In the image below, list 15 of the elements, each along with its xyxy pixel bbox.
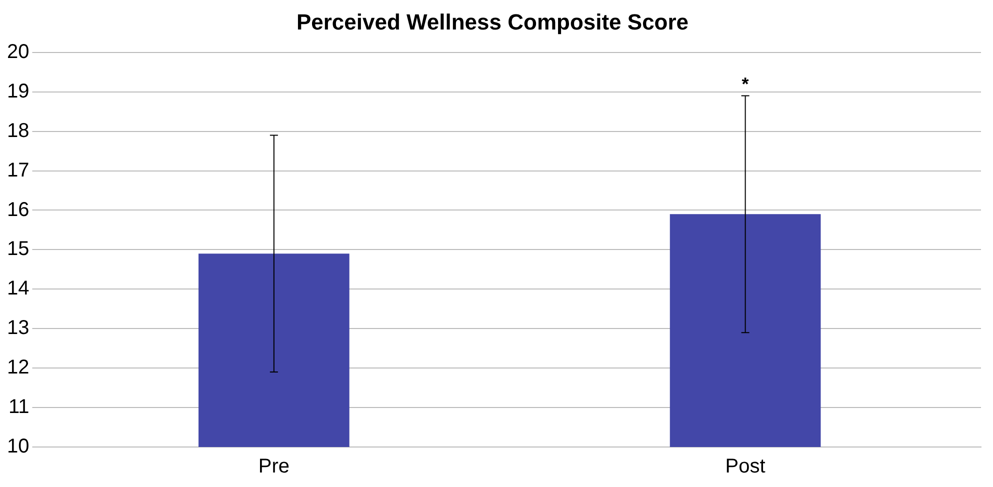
x-tick-label: Post <box>725 456 766 478</box>
chart-title: Perceived Wellness Composite Score <box>296 9 689 34</box>
y-tick-label: 16 <box>6 198 30 221</box>
y-tick-label: 18 <box>6 120 30 142</box>
y-tick-label: 19 <box>6 80 30 102</box>
y-tick-label: 17 <box>6 159 30 182</box>
y-tick-label: 20 <box>6 40 30 63</box>
y-tick-label: 14 <box>6 278 30 300</box>
y-tick-label: 15 <box>6 238 30 260</box>
x-tick-label: Pre <box>258 456 290 478</box>
y-tick-label: 10 <box>6 436 30 458</box>
y-tick-label: 11 <box>8 396 30 418</box>
y-tick-label: 12 <box>6 356 30 379</box>
annotation: * <box>742 74 749 94</box>
y-tick-label: 13 <box>6 317 30 340</box>
